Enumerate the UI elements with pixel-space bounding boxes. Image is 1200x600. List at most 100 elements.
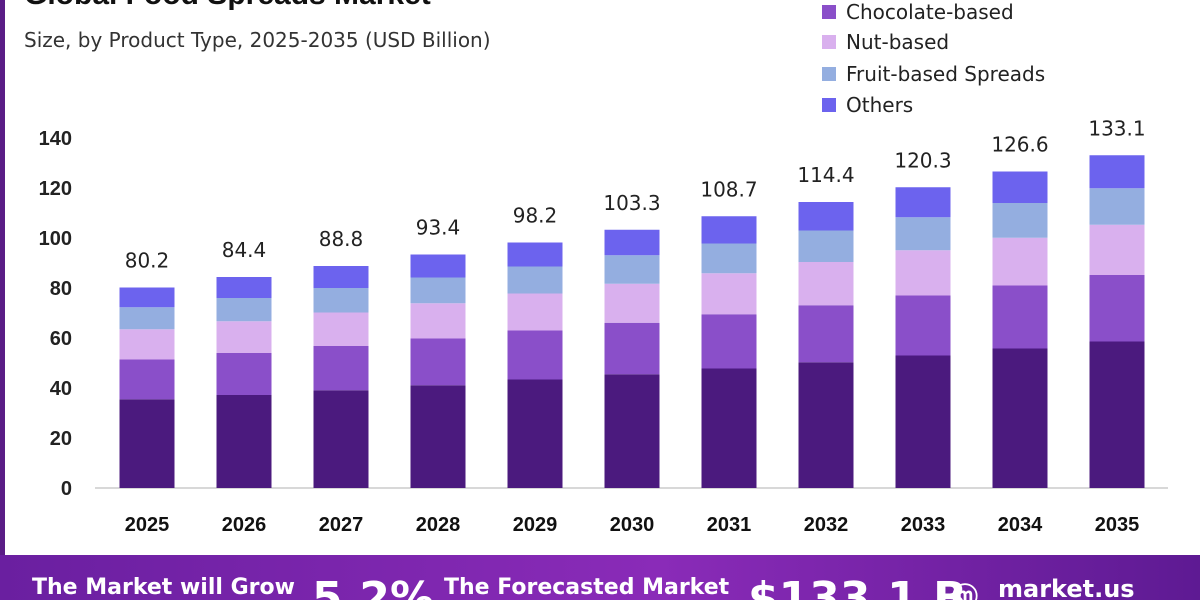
x-tick-label: 2028 <box>416 514 461 536</box>
bar-segment <box>1089 341 1145 488</box>
bar-segment <box>992 203 1048 238</box>
x-tick-label: 2027 <box>319 514 364 536</box>
bar-segment <box>507 266 563 294</box>
total-data-label: 133.1 <box>1088 116 1145 140</box>
x-tick-label: 2030 <box>610 514 655 536</box>
bar-segment <box>798 202 854 231</box>
bar-segment <box>992 348 1048 488</box>
bar-segment <box>313 346 369 391</box>
bar-segment <box>604 322 660 375</box>
bar-segment <box>895 187 951 218</box>
x-tick-label: 2025 <box>125 514 170 536</box>
total-data-label: 120.3 <box>894 148 951 172</box>
bar-segment <box>604 229 660 256</box>
bar-segment <box>507 379 563 488</box>
brand-name: market.us <box>998 575 1135 600</box>
x-tick-label: 2034 <box>998 514 1043 536</box>
bar-segment <box>216 395 272 488</box>
legend-label-fruit: Fruit-based Spreads <box>846 62 1046 86</box>
total-data-label: 103.3 <box>603 191 660 215</box>
total-data-label: 88.8 <box>319 227 364 251</box>
legend-item-chocolate: Chocolate-based <box>822 0 1014 24</box>
bar-segment <box>216 321 272 353</box>
y-tick-label: 0 <box>61 478 72 500</box>
x-tick-label: 2026 <box>222 514 267 536</box>
total-data-label: 84.4 <box>222 238 267 262</box>
forecast-banner: The Market will Grow 5.2% The Forecasted… <box>0 555 1200 600</box>
x-tick-label: 2032 <box>804 514 849 536</box>
bar-segment <box>992 285 1048 349</box>
total-data-label: 126.6 <box>991 133 1048 157</box>
bar-segment <box>701 368 757 488</box>
bar-segment <box>604 255 660 284</box>
left-accent-bar <box>0 0 5 555</box>
bar-segment <box>216 353 272 395</box>
legend-item-fruit: Fruit-based Spreads <box>822 62 1045 86</box>
bar-segment <box>119 359 175 400</box>
bar-segment <box>895 250 951 296</box>
y-tick-label: 40 <box>50 378 72 400</box>
bar-segment <box>313 390 369 488</box>
bar-segment <box>798 230 854 262</box>
bar-segment <box>216 277 272 298</box>
total-data-label: 114.4 <box>797 163 854 187</box>
bar-segment <box>701 216 757 244</box>
legend-swatch-fruit <box>822 67 836 81</box>
bar-segment <box>507 293 563 331</box>
y-tick-label: 20 <box>50 428 72 450</box>
bar-segment <box>798 262 854 306</box>
bar-segment <box>410 254 466 278</box>
bar-segment <box>507 330 563 380</box>
bar-segment <box>313 312 369 346</box>
legend-label-chocolate: Chocolate-based <box>846 0 1014 24</box>
bar-segment <box>119 329 175 360</box>
bar-segment <box>604 374 660 488</box>
bar-segment <box>992 171 1048 203</box>
bar-segment <box>119 399 175 488</box>
banner-grow-text: The Market will Grow <box>32 575 295 600</box>
bar-segment <box>895 355 951 488</box>
brand-logo-icon: ⓜ <box>952 583 979 600</box>
y-tick-label: 120 <box>39 178 72 200</box>
x-tick-label: 2031 <box>707 514 752 536</box>
bar-segment <box>216 298 272 322</box>
banner-cagr-value: 5.2% <box>312 573 435 600</box>
chart-subtitle: Size, by Product Type, 2025-2035 (USD Bi… <box>24 28 491 52</box>
bar-segment <box>701 243 757 274</box>
total-data-label: 98.2 <box>513 204 558 228</box>
x-tick-label: 2033 <box>901 514 946 536</box>
bar-segment <box>119 287 175 308</box>
legend-item-nut: Nut-based <box>822 30 949 54</box>
bar-segment <box>1089 188 1145 225</box>
banner-forecast-text: The Forecasted Market <box>444 575 730 600</box>
total-data-label: 108.7 <box>700 177 757 201</box>
bar-segment <box>1089 155 1145 189</box>
bar-segment <box>119 307 175 330</box>
bar-segment <box>895 217 951 251</box>
x-tick-label: 2029 <box>513 514 558 536</box>
legend-item-others: Others <box>822 93 913 117</box>
bar-segment <box>410 338 466 386</box>
chart-title: Global Food Spreads Market <box>24 0 431 12</box>
bar-segment <box>992 237 1048 286</box>
bar-segment <box>604 283 660 323</box>
bar-segment <box>410 385 466 488</box>
bar-segment <box>798 305 854 363</box>
legend-swatch-others <box>822 98 836 112</box>
bar-segment <box>1089 224 1145 275</box>
bar-segment <box>410 303 466 339</box>
legend-label-others: Others <box>846 93 914 117</box>
y-tick-label: 140 <box>39 128 72 150</box>
total-data-label: 93.4 <box>416 216 461 240</box>
total-data-label: 80.2 <box>125 249 170 273</box>
legend-label-nut: Nut-based <box>846 30 950 54</box>
bar-segment <box>313 266 369 288</box>
x-tick-label: 2035 <box>1095 514 1140 536</box>
y-tick-label: 100 <box>39 228 72 250</box>
bar-segment <box>701 273 757 315</box>
bar-segment <box>895 295 951 356</box>
bar-segment <box>313 288 369 313</box>
legend-swatch-nut <box>822 35 836 49</box>
y-tick-label: 80 <box>50 278 72 300</box>
bar-segment <box>410 277 466 304</box>
